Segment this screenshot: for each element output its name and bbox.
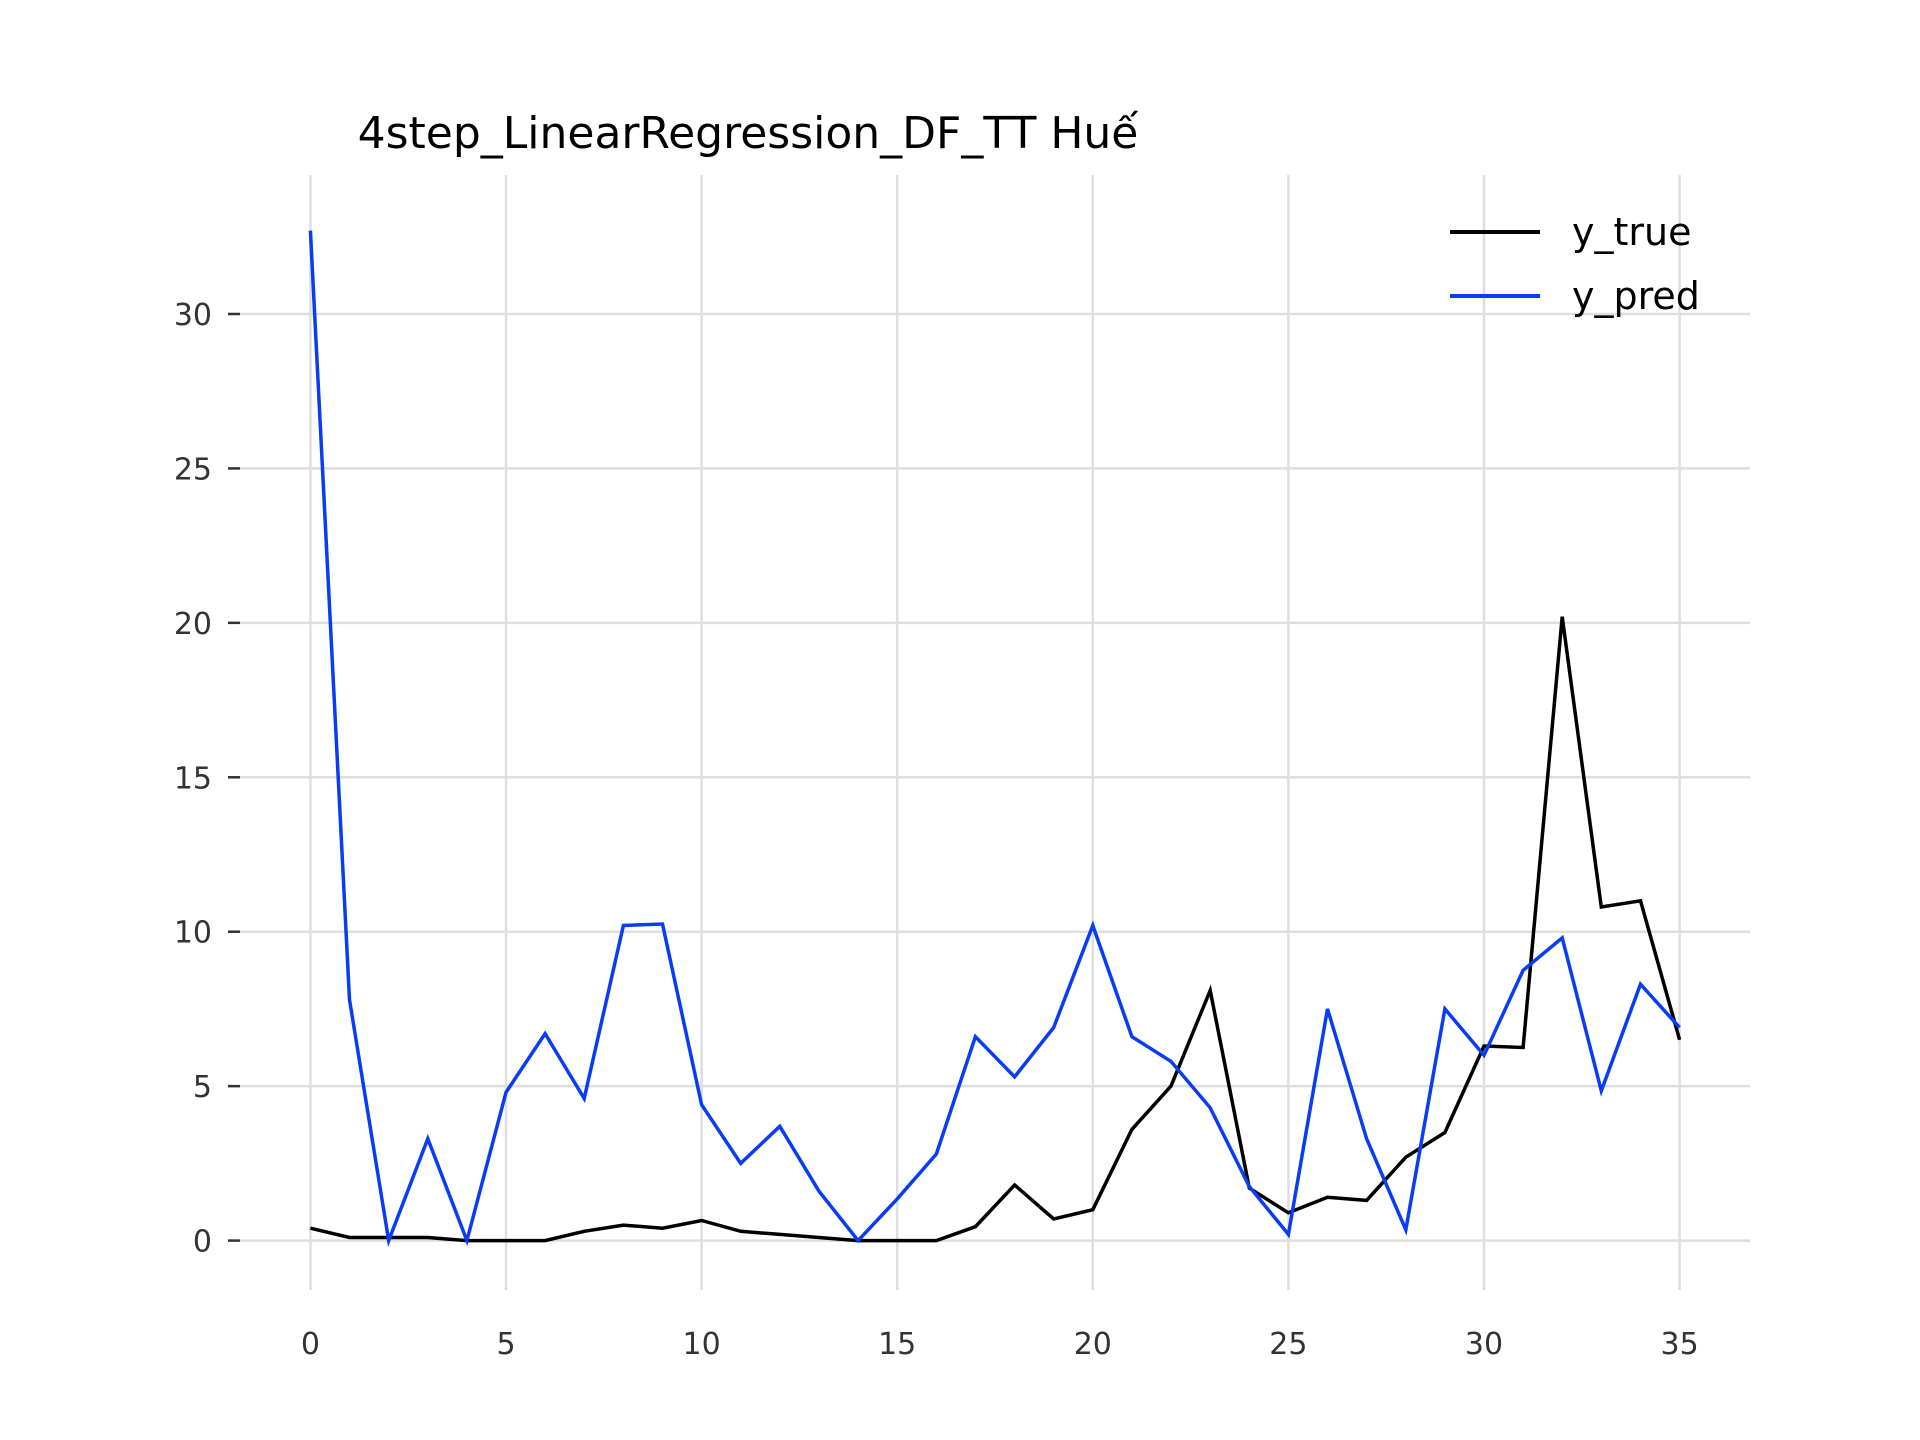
y-tick-label: 20 [174, 607, 212, 642]
y-tick-label: 5 [193, 1070, 212, 1105]
x-tick-label: 5 [496, 1327, 515, 1362]
x-tick-label: 20 [1074, 1327, 1112, 1362]
y-tick-label: 30 [174, 298, 212, 333]
series-line-y-true [309, 616, 1682, 1243]
y-tick-label: 15 [174, 761, 212, 796]
x-tick-label: 30 [1465, 1327, 1503, 1362]
chart-title: 4step_LinearRegression_DF_TT Huế [358, 108, 1139, 159]
grid [240, 175, 1750, 1290]
x-tick-label: 25 [1269, 1327, 1307, 1362]
legend-label-y-pred: y_pred [1572, 274, 1700, 318]
y-tick-label: 0 [193, 1225, 212, 1260]
x-tick-label: 10 [683, 1327, 721, 1362]
x-tick-label: 0 [301, 1327, 320, 1362]
axes: 0 5 10 15 20 25 30 35 0 5 10 15 20 25 30 [174, 298, 1699, 1362]
x-tick-label: 15 [878, 1327, 916, 1362]
series-line-y-pred [308, 230, 1681, 1248]
x-tick-label: 35 [1660, 1327, 1698, 1362]
legend: y_true y_pred [1450, 210, 1700, 318]
legend-label-y-true: y_true [1572, 210, 1691, 254]
series [308, 230, 1682, 1248]
y-tick-label: 10 [174, 916, 212, 951]
y-tick-label: 25 [174, 452, 212, 487]
